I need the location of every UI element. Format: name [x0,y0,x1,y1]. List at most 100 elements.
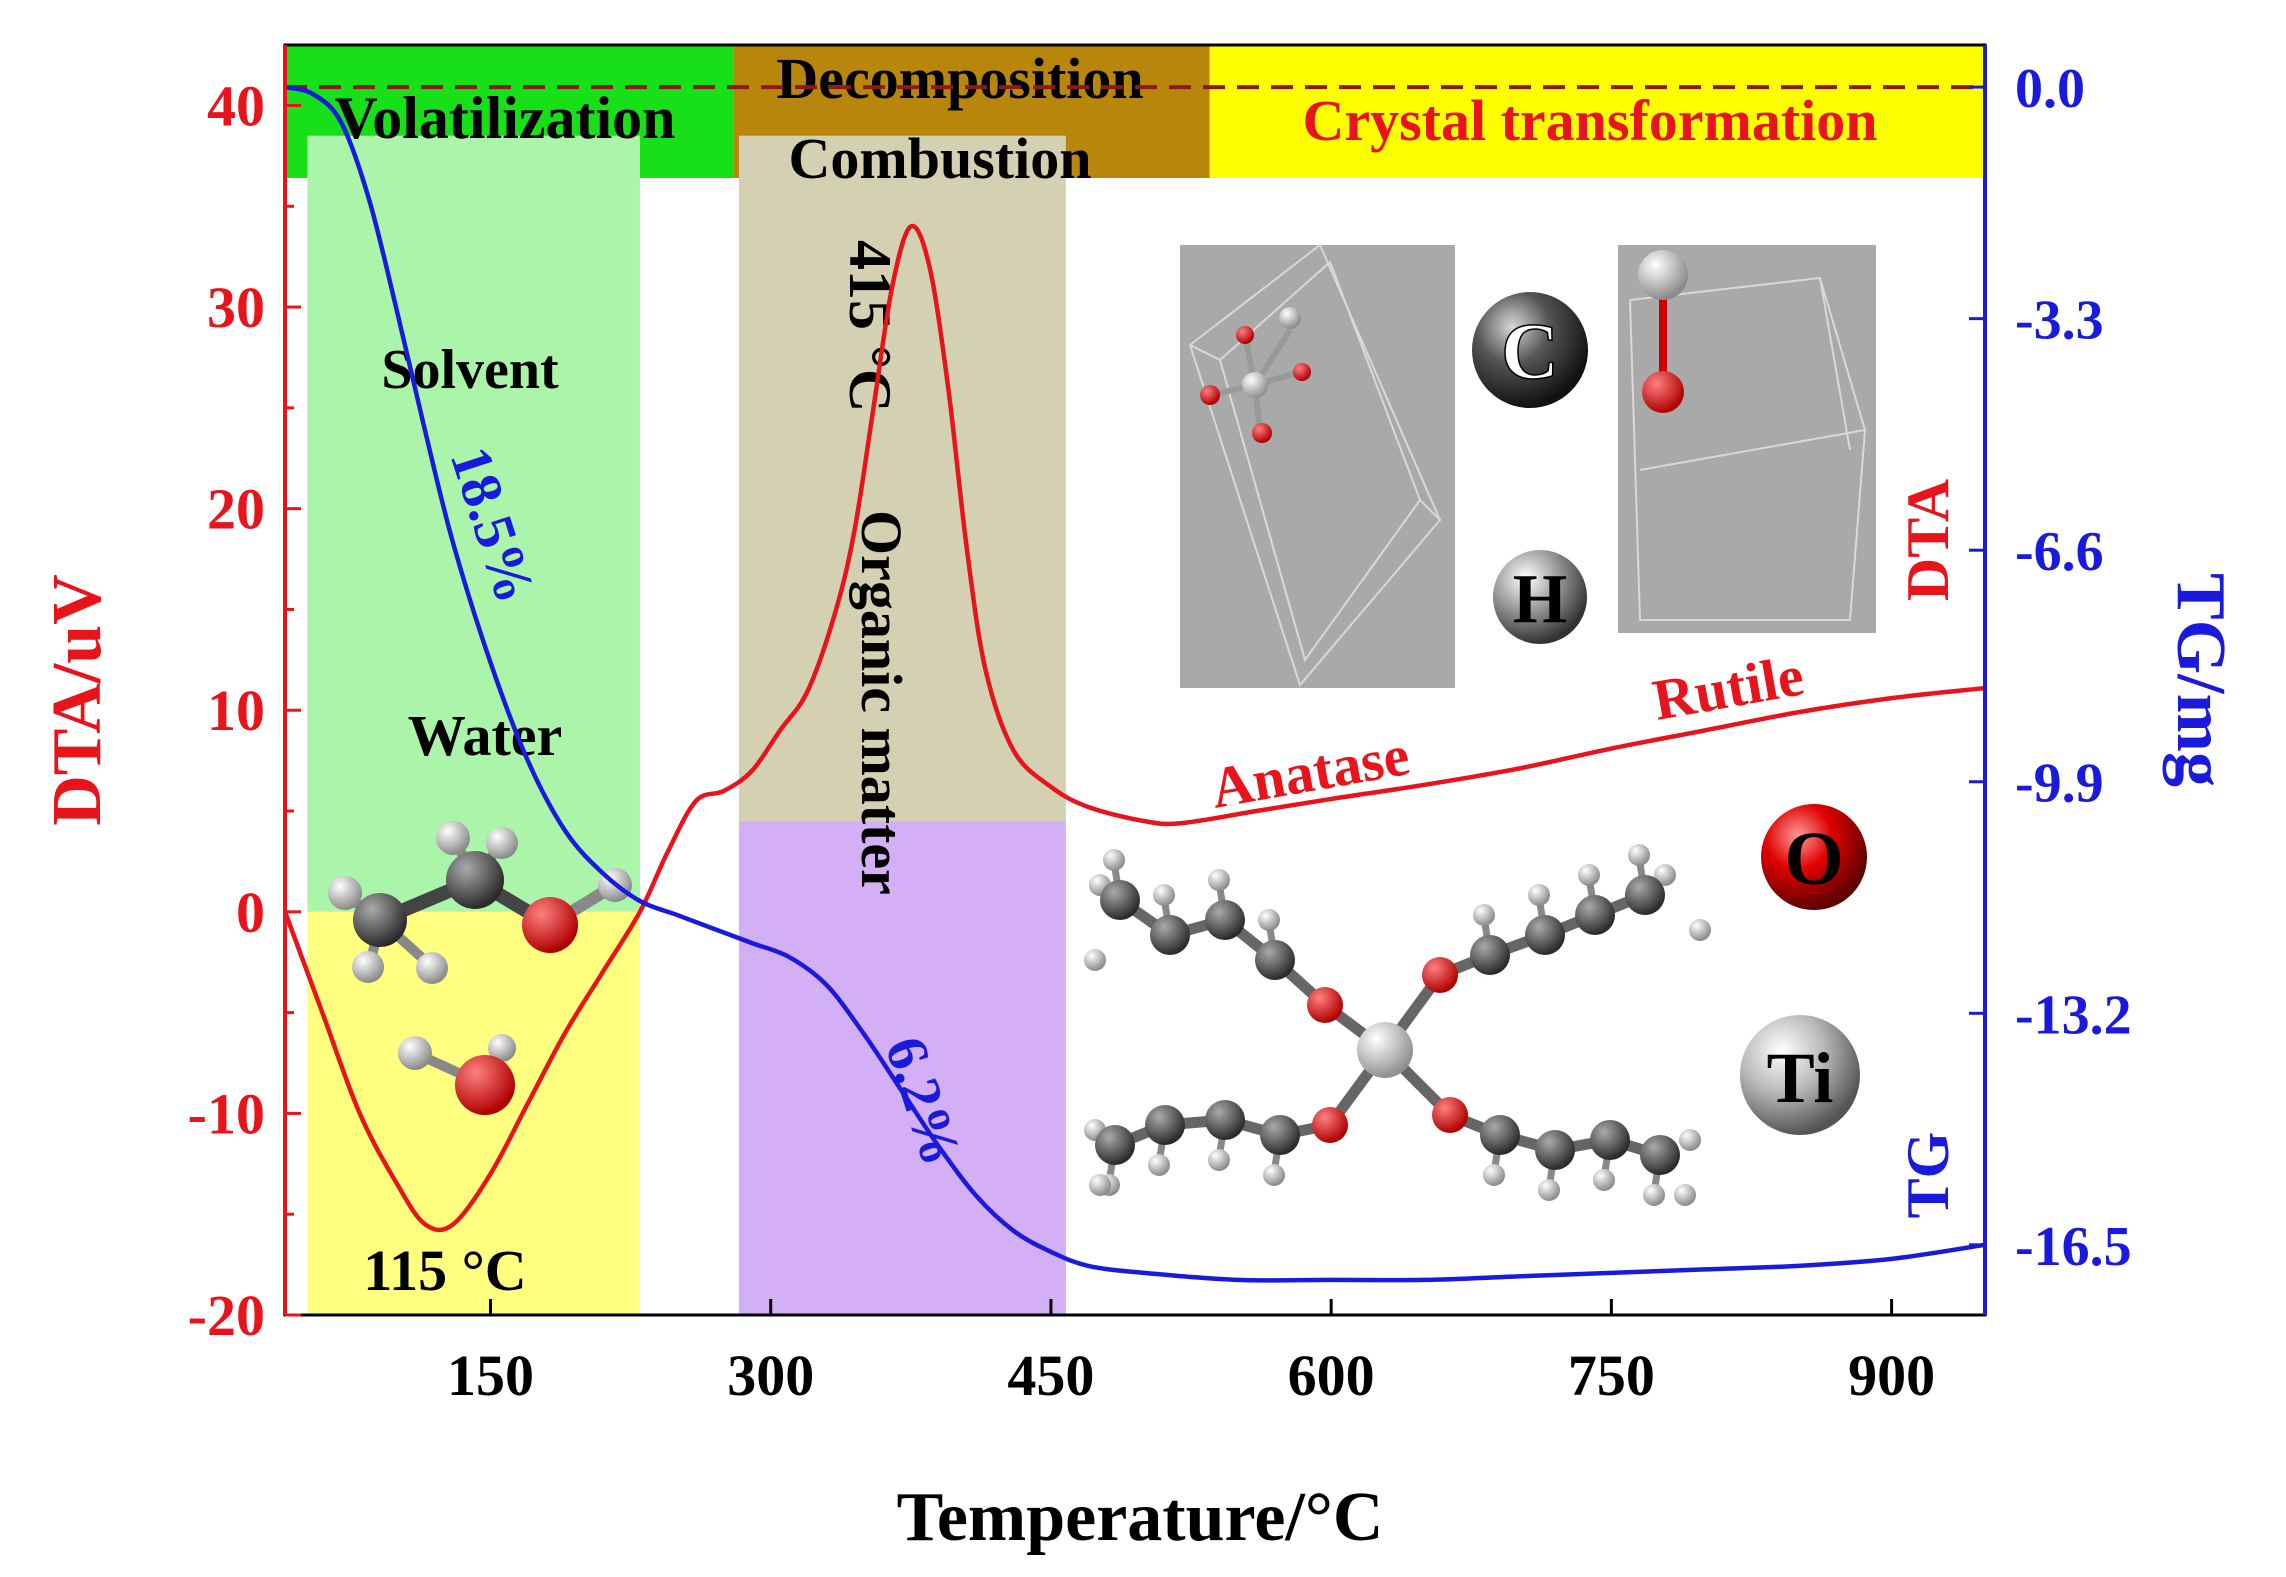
dta-curve-label: DTA [1895,479,1961,601]
hydrogen-atom-sphere [1493,550,1587,644]
x-axis-title: Temperature/°C [897,1479,1384,1556]
end-h-atom-5 [1089,1174,1111,1196]
y-right-tick-label-3: -9.9 [2015,753,2104,815]
y-right-tick-label-0: 0.0 [2015,58,2085,120]
y-right-tick-label-4: -13.2 [2015,984,2132,1046]
rutile-label: Rutile [1648,642,1808,732]
h-atom-5 [1258,909,1280,931]
atom-c-20 [1640,1135,1680,1175]
atom-c-10 [1525,915,1565,955]
titanium-butoxide-molecule [1084,844,1711,1206]
end-h-atom-6 [1679,1129,1701,1151]
y-right-tick-label-5: -16.5 [2015,1216,2132,1278]
hydrogen-atom-label: H [1513,561,1567,638]
atom-c-15 [1145,1105,1185,1145]
h-atom-20 [1643,1184,1665,1206]
atom-c-18 [1535,1130,1575,1170]
y-axis-right-title: TG/mg [2162,573,2239,787]
x-tick-label-300: 300 [727,1343,814,1408]
atom-c-11 [1575,895,1615,935]
y-left-tick-label--10: -10 [188,1081,265,1146]
water-label: Water [408,703,563,768]
region-label-combustion: Combustion [789,126,1092,191]
atom-c-16 [1095,1125,1135,1165]
h-atom-7 [1153,884,1175,906]
molecule-illustrations: C H O Ti [328,243,1876,1206]
x-tick-label-750: 750 [1568,1343,1655,1408]
x-tick-label-150: 150 [447,1343,534,1408]
atom-c-6 [1205,900,1245,940]
h-atom-12 [1628,844,1650,866]
region-label-decomposition: Decomposition [776,46,1143,111]
atom-c-7 [1150,915,1190,955]
atom-o-4 [1432,1097,1468,1133]
h-atom-19 [1593,1169,1615,1191]
region-band-3 [1209,45,1985,178]
rutile-cell-inset [1618,245,1876,633]
x-tick-label-900: 900 [1848,1343,1935,1408]
y-left-tick-label-10: 10 [207,678,265,743]
shaded-area-1 [307,135,640,912]
titanium-atom-sphere [1740,1015,1860,1135]
atom-c-19 [1590,1120,1630,1160]
atom-c-13 [1260,1115,1300,1155]
oxygen-atom-label: O [1784,817,1843,901]
titanium-atom-label: Ti [1767,1038,1834,1118]
organic-matter-label: Organic matter [849,510,914,895]
carbon-atom-sphere [1472,292,1588,408]
peak-115-label: 115 °C [363,1238,526,1303]
axes: 150 300 450 600 750 900 -20 -10 0 10 20 30 40 0.0 -3.3… [188,43,2132,1408]
h-atom-17 [1483,1164,1505,1186]
x-tick-label-600: 600 [1288,1343,1375,1408]
end-h-atom-3 [1689,919,1711,941]
y-right-tick-label-2: -6.6 [2015,521,2104,583]
series-line-dta [282,223,1986,1233]
atom-c-9 [1470,935,1510,975]
atom-c-5 [1255,940,1295,980]
shaded-areas [307,135,1066,1315]
atom-o-3 [1312,1107,1348,1143]
y-left-tick-label--20: -20 [188,1283,265,1348]
y-left-tick-label-20: 20 [207,477,265,542]
x-tick-label-450: 450 [1007,1343,1094,1408]
water-molecule [398,1034,516,1115]
atom-c-17 [1480,1115,1520,1155]
peak-415-label: 415 °C [837,240,903,412]
y-left-tick-label-0: 0 [236,880,265,945]
y-left-tick-label-40: 40 [207,73,265,138]
tg-curve-label: TG [1895,1132,1961,1219]
data-curves [282,84,1986,1283]
h-atom-11 [1578,864,1600,886]
h-atom-6 [1208,869,1230,891]
atom-c-12 [1625,875,1665,915]
h-atom-9 [1473,904,1495,926]
h-atom-10 [1528,884,1550,906]
h-atom-18 [1538,1179,1560,1201]
end-h-atom-1 [1084,949,1106,971]
series-line-tg [284,84,1986,1283]
end-h-atom-2 [1654,864,1676,886]
h-atom-14 [1208,1149,1230,1171]
y-axis-left-title: DTA/uV [39,574,116,826]
h-atom-8 [1103,849,1125,871]
anatase-cell-inset [1180,243,1455,688]
y-right-tick-label-1: -3.3 [2015,290,2104,352]
region-label-volatilization: Volatilization [334,85,675,151]
atom-legend: C H O Ti [1472,292,1867,1135]
oxygen-atom-sphere [1761,804,1867,910]
h-atom-15 [1148,1154,1170,1176]
region-label-crystal-transformation: Crystal transformation [1302,88,1877,153]
atom-o-2 [1422,957,1458,993]
atom-c-14 [1205,1100,1245,1140]
anatase-label: Anatase [1206,722,1414,821]
shaded-area-4 [738,821,1066,1315]
atom-c-8 [1100,880,1140,920]
y-left-tick-label-30: 30 [207,275,265,340]
region-bands [285,45,1985,178]
ethanol-molecule [328,821,632,984]
atom-ti-0 [1357,1022,1413,1078]
atom-o-1 [1307,987,1343,1023]
end-h-atom-7 [1674,1184,1696,1206]
h-atom-13 [1263,1164,1285,1186]
